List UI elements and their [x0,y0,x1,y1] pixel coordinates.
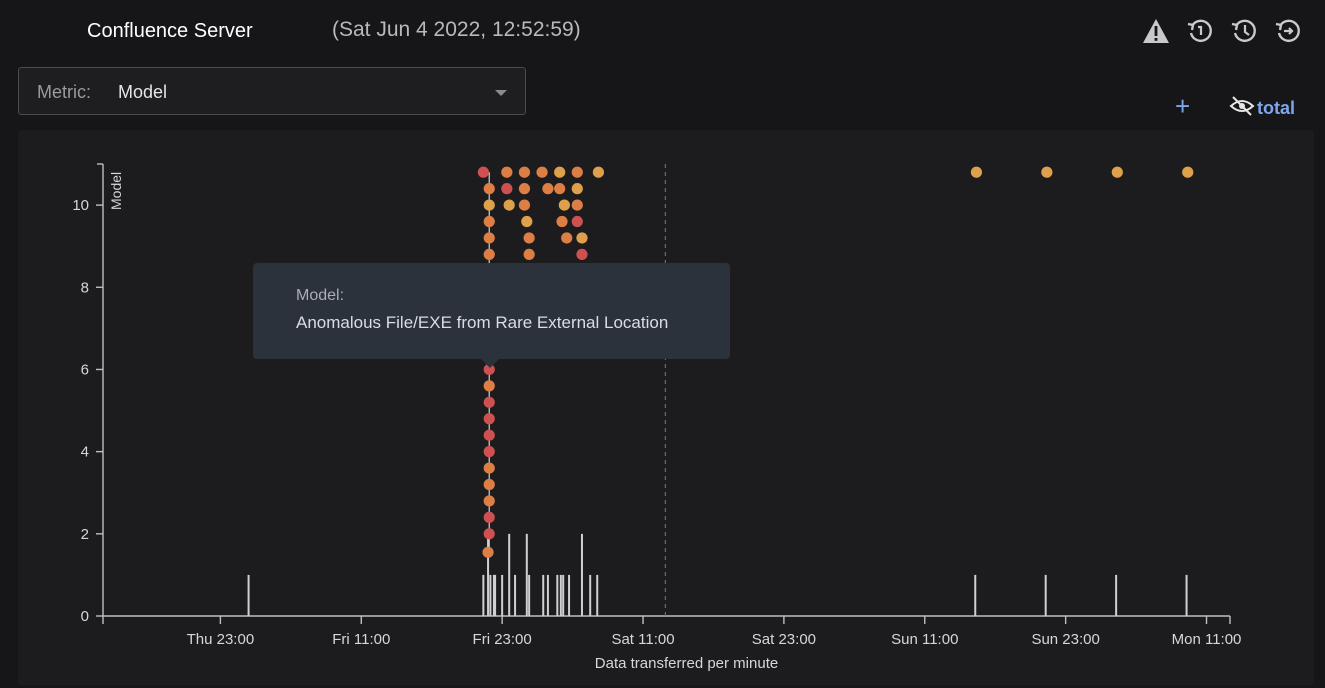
model-breach-dot [483,511,495,523]
model-breach-dot [571,166,583,178]
x-tick-label: Sun 23:00 [1031,631,1099,648]
model-breach-dot [503,199,515,211]
metric-dropdown[interactable]: Metric: Model [18,67,526,115]
chart-tooltip: Model: Anomalous File/EXE from Rare Exte… [253,263,730,368]
model-breach-dot [477,166,489,178]
timestamp: (Sat Jun 4 2022, 12:52:59) [332,18,581,41]
y-axis-label: Model [108,172,124,210]
model-breach-dot [483,462,495,474]
model-breach-dot [542,183,554,195]
model-breach-dot [592,166,605,178]
tooltip-key: Model: [296,287,345,304]
y-tick-label: 6 [81,361,89,378]
model-breach-dot [571,199,583,211]
model-breach-dot [483,232,495,244]
model-breach-dot [483,199,495,211]
model-breach-dot [970,166,983,178]
x-tick-label: Mon 11:00 [1172,631,1242,648]
model-breach-dot [483,429,495,441]
page-title: Confluence Server [87,20,253,42]
chart-panel: 0 2 4 6 8 10 Model Thu 23:00 Fri 11:00 Fri 23:00 S… [18,130,1314,685]
add-button[interactable]: + [1175,91,1191,121]
model-breach-dot [482,546,494,558]
model-breach-dot [483,495,495,507]
model-breach-dot [558,199,570,211]
model-breach-dot [501,183,513,195]
model-breach-dot [1041,166,1053,178]
model-breach-dot [483,248,495,260]
total-toggle-button[interactable]: total [1229,96,1295,121]
model-breach-dot [521,215,533,228]
chevron-down-icon [495,90,507,96]
model-breach-dot [483,446,495,458]
model-breach-dot [571,183,583,195]
model-breach-dot [518,166,531,178]
history-icon[interactable] [1229,16,1259,46]
y-tick-label: 2 [81,526,89,543]
model-breach-dot [483,478,495,491]
model-breach-dot [571,215,583,228]
y-tick-label: 8 [81,279,89,296]
model-breach-dot [483,528,495,540]
model-breach-dot [483,396,495,408]
y-tick-label: 10 [72,197,89,214]
model-breach-dot [518,183,531,195]
model-breach-dot [561,232,573,244]
history-back-icon[interactable] [1185,16,1215,46]
model-breach-dot [501,166,513,178]
model-breach-dot [483,413,495,425]
y-tick-label: 4 [81,444,89,461]
y-tick-label: 0 [81,608,89,625]
x-tick-label: Sun 11:00 [891,631,958,648]
x-tick-label: Fri 23:00 [473,631,532,648]
model-breach-dot [483,183,495,195]
warning-icon[interactable] [1141,16,1171,46]
header-toolbar [1141,16,1303,46]
x-tick-label: Sat 23:00 [752,631,816,648]
model-breach-dot [483,215,495,228]
model-breach-dot [523,232,535,244]
scatter-chart[interactable]: 0 2 4 6 8 10 Model Thu 23:00 Fri 11:00 Fri 23:00 S… [18,130,1314,685]
model-breach-dot [523,248,535,260]
metric-label: Metric: [37,82,91,102]
history-forward-icon[interactable] [1273,16,1303,46]
model-breach-dot [536,166,548,178]
model-breach-dot [576,232,588,244]
x-tick-label: Fri 11:00 [332,631,390,648]
model-breach-dot [518,199,531,211]
model-breach-dot [576,248,588,260]
model-breach-dot [556,215,568,228]
total-label: total [1257,98,1295,118]
model-breach-dot [1111,166,1123,178]
tooltip-value: Anomalous File/EXE from Rare External Lo… [296,313,669,332]
model-breach-dot [554,166,566,178]
x-tick-label: Sat 11:00 [611,631,674,648]
metric-value: Model [118,82,168,102]
model-breach-dot [483,380,495,392]
eye-slash-icon [1229,96,1255,121]
x-tick-label: Thu 23:00 [187,631,255,648]
x-axis-label: Data transferred per minute [595,655,778,672]
model-breach-dot [554,183,566,195]
model-breach-dot [1182,166,1194,178]
